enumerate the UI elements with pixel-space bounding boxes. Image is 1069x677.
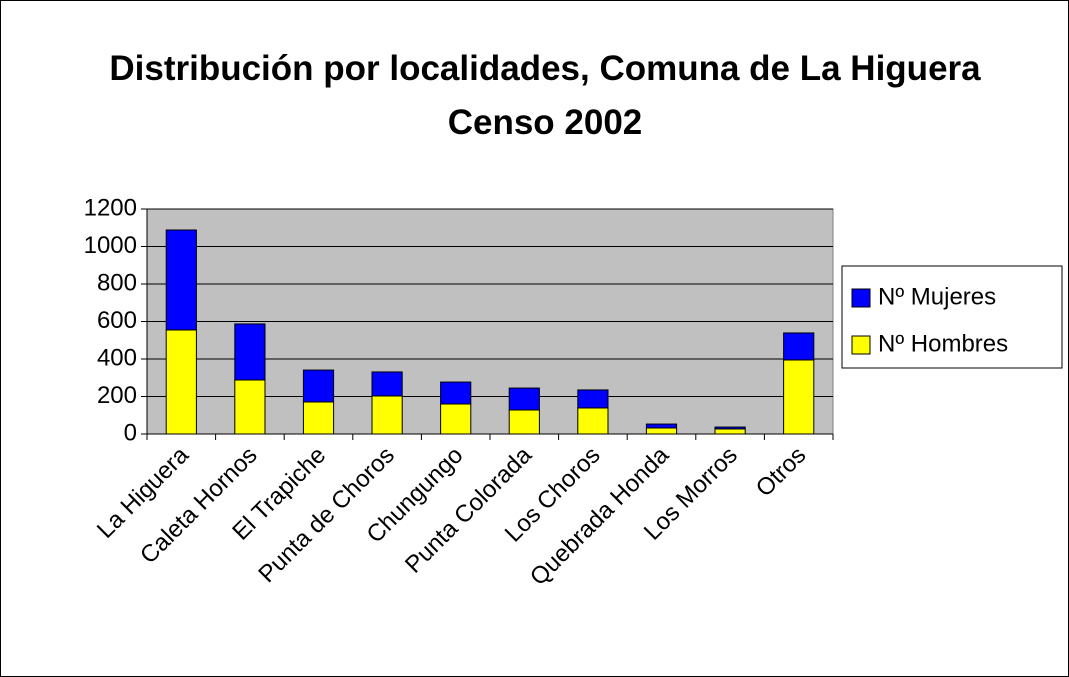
legend-label: Nº Hombres <box>878 330 1008 357</box>
bar-segment <box>577 407 609 435</box>
y-tick-label: 200 <box>97 382 137 409</box>
bar-segment <box>714 428 746 435</box>
bar-segment <box>302 401 335 435</box>
bar-segment <box>371 371 403 397</box>
legend-label: Nº Mujeres <box>878 283 996 310</box>
y-tick-label: 800 <box>97 269 137 296</box>
legend: Nº Mujeres Nº Hombres <box>841 265 1063 369</box>
bar-segment <box>783 359 815 435</box>
bar-segment <box>440 381 472 405</box>
bar-segment <box>508 409 540 435</box>
x-tick-label: Otros <box>751 442 812 503</box>
bar-segment <box>165 329 197 435</box>
y-tick-label: 0 <box>124 419 137 446</box>
y-tick-label: 1000 <box>84 232 137 259</box>
legend-swatch <box>851 335 871 355</box>
bar-segment <box>645 427 678 435</box>
y-tick-label: 400 <box>97 344 137 371</box>
bar-segment <box>508 387 540 411</box>
legend-box <box>841 265 1063 369</box>
bar-segment <box>371 395 403 435</box>
x-tick-label: Caleta Hornos <box>135 442 263 570</box>
bar-segment <box>302 369 335 403</box>
y-tick-label: 1200 <box>84 194 137 221</box>
bar-segment <box>577 389 609 409</box>
bar-segment <box>234 323 266 381</box>
legend-swatch <box>851 288 871 308</box>
bar-segment <box>165 229 197 331</box>
y-tick-label: 600 <box>97 307 137 334</box>
bar-segment <box>783 332 815 361</box>
chart-title: Distribución por localidades, Comuna de … <box>109 49 981 142</box>
bar-segment <box>440 403 472 435</box>
bar-segment <box>645 423 678 429</box>
bar-segment <box>234 379 266 435</box>
bar-segment <box>714 426 746 430</box>
